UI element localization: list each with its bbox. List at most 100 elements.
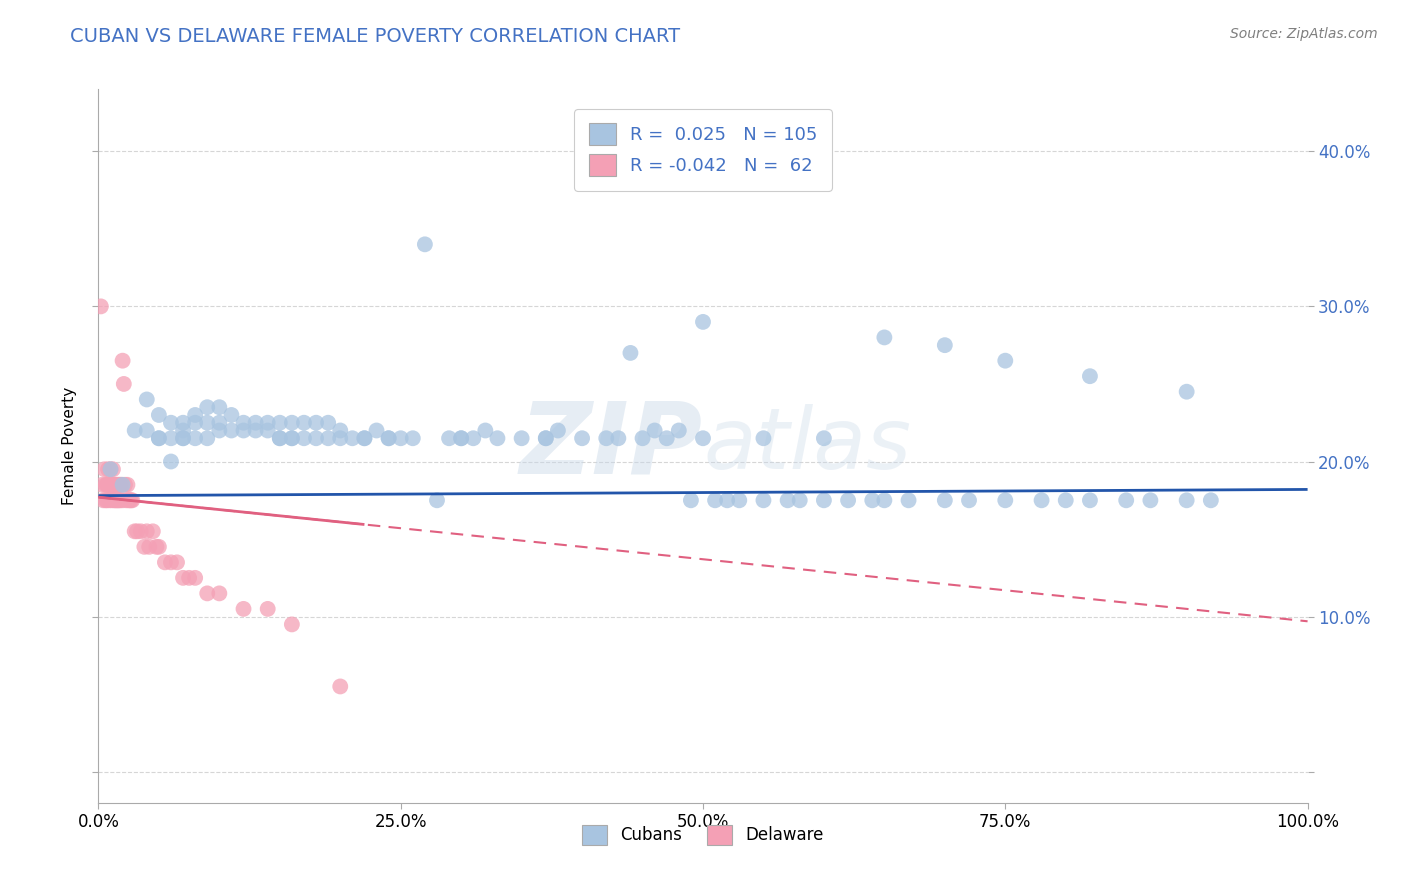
Point: [789, 493, 811, 508]
Point: [316, 416, 339, 430]
Point: [1078, 369, 1101, 384]
Point: [101, 462, 124, 476]
Point: [221, 408, 243, 422]
Point: [668, 424, 690, 438]
Point: [232, 602, 254, 616]
Point: [179, 571, 201, 585]
Point: [112, 376, 135, 391]
Point: [366, 424, 388, 438]
Point: [120, 493, 142, 508]
Point: [160, 454, 183, 468]
Point: [305, 431, 328, 445]
Point: [172, 416, 194, 430]
Point: [752, 493, 775, 508]
Point: [195, 586, 218, 600]
Point: [692, 431, 714, 445]
Point: [934, 493, 956, 508]
Point: [97, 477, 120, 491]
Point: [184, 416, 207, 430]
Text: CUBAN VS DELAWARE FEMALE POVERTY CORRELATION CHART: CUBAN VS DELAWARE FEMALE POVERTY CORRELA…: [70, 27, 681, 45]
Point: [873, 493, 896, 508]
Point: [184, 571, 207, 585]
Point: [329, 424, 352, 438]
Point: [474, 424, 496, 438]
Point: [353, 431, 375, 445]
Point: [208, 424, 231, 438]
Point: [111, 493, 134, 508]
Point: [329, 431, 352, 445]
Y-axis label: Female Poverty: Female Poverty: [62, 387, 77, 505]
Point: [655, 431, 678, 445]
Point: [534, 431, 557, 445]
Point: [104, 493, 127, 508]
Point: [104, 477, 127, 491]
Point: [166, 555, 188, 569]
Point: [704, 493, 727, 508]
Point: [135, 424, 157, 438]
Point: [208, 416, 231, 430]
Point: [94, 493, 117, 508]
Point: [148, 431, 170, 445]
Point: [413, 237, 436, 252]
Point: [124, 424, 146, 438]
Point: [107, 493, 129, 508]
Point: [101, 477, 124, 491]
Point: [571, 431, 593, 445]
Point: [837, 493, 859, 508]
Point: [100, 462, 122, 476]
Point: [96, 493, 118, 508]
Point: [256, 416, 278, 430]
Point: [114, 477, 136, 491]
Point: [100, 477, 122, 491]
Point: [115, 493, 138, 508]
Text: Source: ZipAtlas.com: Source: ZipAtlas.com: [1230, 27, 1378, 41]
Point: [148, 408, 170, 422]
Point: [111, 477, 134, 491]
Point: [377, 431, 399, 445]
Point: [353, 431, 375, 445]
Point: [281, 431, 304, 445]
Point: [305, 416, 328, 430]
Point: [873, 330, 896, 344]
Point: [1199, 493, 1222, 508]
Point: [91, 493, 114, 508]
Point: [100, 477, 122, 491]
Point: [96, 477, 118, 491]
Point: [172, 424, 194, 438]
Point: [776, 493, 799, 508]
Point: [142, 524, 165, 539]
Point: [644, 424, 666, 438]
Point: [679, 493, 702, 508]
Point: [813, 493, 835, 508]
Point: [108, 493, 131, 508]
Point: [134, 540, 156, 554]
Point: [221, 424, 243, 438]
Point: [135, 524, 157, 539]
Point: [184, 408, 207, 422]
Point: [195, 401, 218, 415]
Text: ZIP: ZIP: [520, 398, 703, 494]
Point: [534, 431, 557, 445]
Point: [292, 431, 315, 445]
Point: [389, 431, 412, 445]
Legend: Cubans, Delaware: Cubans, Delaware: [575, 818, 831, 852]
Point: [994, 353, 1017, 368]
Point: [153, 555, 176, 569]
Point: [450, 431, 472, 445]
Point: [105, 493, 128, 508]
Point: [1175, 493, 1198, 508]
Point: [160, 555, 183, 569]
Point: [377, 431, 399, 445]
Point: [124, 524, 146, 539]
Point: [426, 493, 449, 508]
Point: [148, 540, 170, 554]
Point: [108, 477, 131, 491]
Point: [1078, 493, 1101, 508]
Point: [716, 493, 738, 508]
Point: [121, 493, 143, 508]
Point: [195, 416, 218, 430]
Point: [100, 493, 122, 508]
Point: [860, 493, 883, 508]
Point: [595, 431, 617, 445]
Point: [100, 462, 122, 476]
